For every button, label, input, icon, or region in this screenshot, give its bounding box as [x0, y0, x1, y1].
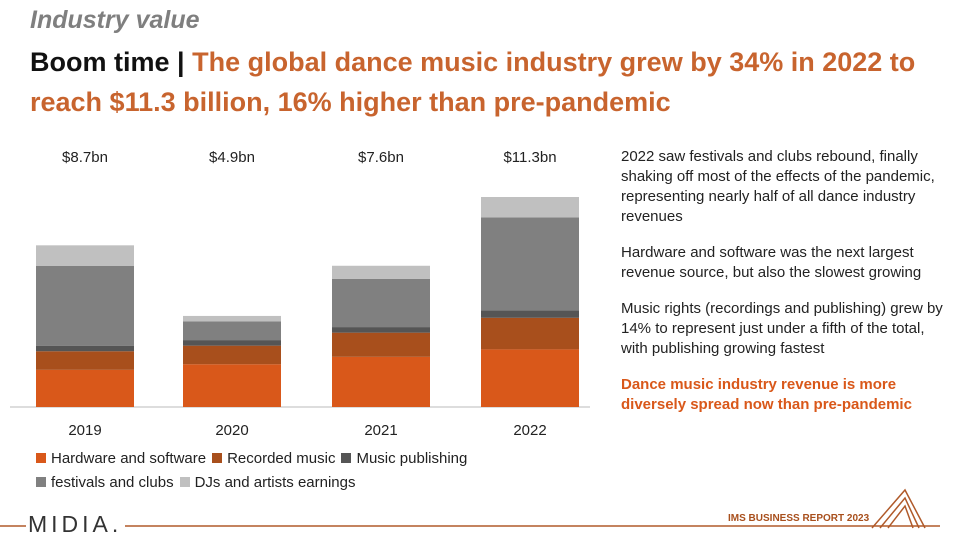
- legend-item: Recorded music: [212, 448, 335, 468]
- total-label: $8.7bn: [62, 149, 108, 166]
- x-tick-label: 2020: [215, 422, 248, 439]
- notes: 2022 saw festivals and clubs rebound, fi…: [621, 147, 951, 431]
- x-tick-label: 2022: [513, 422, 546, 439]
- bar-segment: [332, 265, 430, 279]
- bar-segment: [332, 332, 430, 357]
- bar-segment: [481, 317, 579, 350]
- legend-swatch: [36, 477, 46, 487]
- total-label: $11.3bn: [503, 149, 556, 166]
- report-label: IMS BUSINESS REPORT 2023: [728, 513, 870, 524]
- section-label: Industry value: [30, 6, 200, 34]
- bar-segment: [183, 340, 281, 346]
- chart: $8.7bn 2019 $4.9bn 2020 $7.6bn 2021 $11.3bn 202…: [10, 149, 590, 439]
- x-tick-label: 2019: [68, 422, 101, 439]
- bar-segment: [183, 345, 281, 365]
- highlight: Dance music industry revenue is more div…: [621, 376, 912, 413]
- bar-segment: [481, 197, 579, 218]
- legend-swatch: [179, 477, 190, 487]
- legend-label: Hardware and software: [51, 449, 207, 467]
- bar-segment: [332, 327, 430, 333]
- legend-item: DJs and artists earnings: [179, 472, 356, 492]
- note: 2022 saw festivals and clubs rebound, fi…: [621, 148, 935, 225]
- bar-segment: [481, 217, 579, 311]
- legend-swatch: [36, 453, 46, 463]
- title-lead: Boom time |: [30, 47, 185, 77]
- bar-segment: [481, 310, 579, 318]
- legend-label: Music publishing: [356, 449, 468, 467]
- total-label: $7.6bn: [358, 149, 404, 166]
- bar-segment: [332, 356, 430, 407]
- note: Music rights (recordings and publishing)…: [621, 300, 943, 357]
- bar-segment: [36, 265, 134, 346]
- bar-segment: [481, 349, 579, 407]
- bar-segment: [332, 278, 430, 328]
- x-tick-label: 2021: [364, 422, 397, 439]
- legend-item: Music publishing: [341, 448, 467, 468]
- footer-icon: [871, 488, 926, 529]
- bar-segment: [183, 364, 281, 407]
- note: Hardware and software was the next large…: [621, 244, 922, 281]
- bar-segment: [183, 321, 281, 341]
- bar-segment: [183, 315, 281, 322]
- legend-label: festivals and clubs: [51, 473, 174, 491]
- title-text: The global dance music industry grew by …: [30, 47, 916, 117]
- bar-segment: [36, 351, 134, 370]
- legend-item: festivals and clubs: [36, 472, 174, 492]
- bar-segment: [36, 245, 134, 266]
- legend-swatch: [341, 453, 352, 463]
- legend-swatch: [212, 453, 223, 463]
- logo: MIDIA.: [28, 511, 123, 537]
- legend-item: Hardware and software: [36, 448, 206, 468]
- legend-label: Recorded music: [227, 449, 336, 467]
- legend: Hardware and software Recorded music Music…: [36, 448, 576, 496]
- total-label: $4.9bn: [209, 149, 255, 166]
- bar-segment: [36, 345, 134, 352]
- legend-label: DJs and artists earnings: [194, 473, 356, 491]
- bar-segment: [36, 369, 134, 407]
- title: Boom time | The global dance music indus…: [30, 42, 950, 122]
